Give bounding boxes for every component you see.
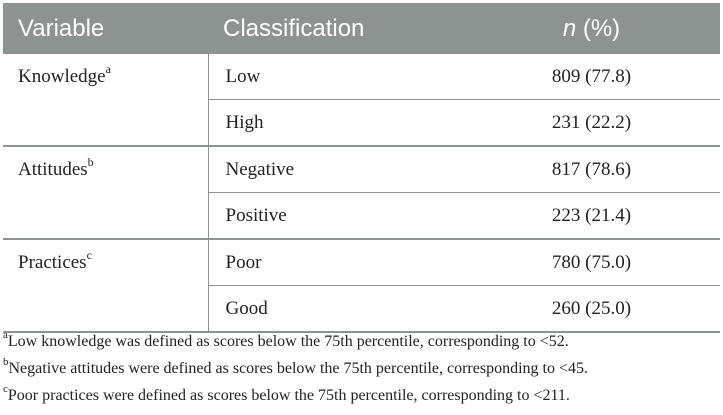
variable-label: Attitudes xyxy=(18,159,88,180)
variable-label: Knowledge xyxy=(18,66,106,87)
classification-cell: Negative xyxy=(208,146,463,193)
results-table: Variable Classification n (%) Knowledgea… xyxy=(3,3,720,333)
table-row: Good 260 (25.0) xyxy=(3,285,720,333)
table-row: Positive 223 (21.4) xyxy=(3,192,720,240)
table-body: Knowledgea Low 809 (77.8) High 231 (22.2… xyxy=(3,54,720,333)
header-n-percent: n (%) xyxy=(463,3,720,54)
table-header: Variable Classification n (%) xyxy=(3,3,720,54)
footnote-text: Negative attitudes were defined as score… xyxy=(8,360,589,377)
footnote-marker: a xyxy=(105,61,111,76)
table-footnotes: aLow knowledge was defined as scores bel… xyxy=(3,328,720,409)
footnote-text: Poor practices were defined as scores be… xyxy=(7,387,570,404)
table-row: Attitudesb Negative 817 (78.6) xyxy=(3,146,720,240)
footnote-a: aLow knowledge was defined as scores bel… xyxy=(3,328,720,355)
header-percent: (%) xyxy=(576,14,621,42)
value-cell: 817 (78.6) xyxy=(463,146,720,193)
table-row: Knowledgea Low 809 (77.8) xyxy=(3,54,720,147)
footnote-b: bNegative attitudes were defined as scor… xyxy=(3,355,720,382)
classification-cell: Poor xyxy=(208,239,463,286)
footnote-marker: c xyxy=(86,247,92,262)
footnote-c: cPoor practices were defined as scores b… xyxy=(3,382,720,409)
footnote-mark: c xyxy=(3,382,8,395)
header-n: n xyxy=(562,14,577,42)
classification-cell: Good xyxy=(208,285,463,333)
value-cell: 231 (22.2) xyxy=(463,99,720,147)
footnote-text: Low knowledge was defined as scores belo… xyxy=(7,333,569,350)
variable-cell-practices: Practicesc xyxy=(3,239,209,333)
results-table-container: Variable Classification n (%) Knowledgea… xyxy=(3,3,720,333)
table-row: Practicesc Poor 780 (75.0) xyxy=(3,239,720,333)
value-cell: 223 (21.4) xyxy=(463,192,720,240)
classification-cell: High xyxy=(208,99,463,147)
footnote-mark: b xyxy=(3,355,9,368)
header-row: Variable Classification n (%) xyxy=(3,3,720,54)
variable-cell-knowledge: Knowledgea xyxy=(3,54,209,147)
footnote-marker: b xyxy=(87,154,94,169)
classification-cell: Positive xyxy=(208,192,463,240)
variable-cell-attitudes: Attitudesb xyxy=(3,146,209,240)
variable-label: Practices xyxy=(18,252,87,273)
footnote-mark: a xyxy=(3,328,8,341)
value-cell: 809 (77.8) xyxy=(463,54,720,100)
value-cell: 260 (25.0) xyxy=(463,285,720,333)
value-cell: 780 (75.0) xyxy=(463,239,720,286)
header-classification: Classification xyxy=(223,14,365,42)
header-variable: Variable xyxy=(18,14,105,42)
classification-cell: Low xyxy=(208,54,463,100)
table-row: High 231 (22.2) xyxy=(3,99,720,147)
